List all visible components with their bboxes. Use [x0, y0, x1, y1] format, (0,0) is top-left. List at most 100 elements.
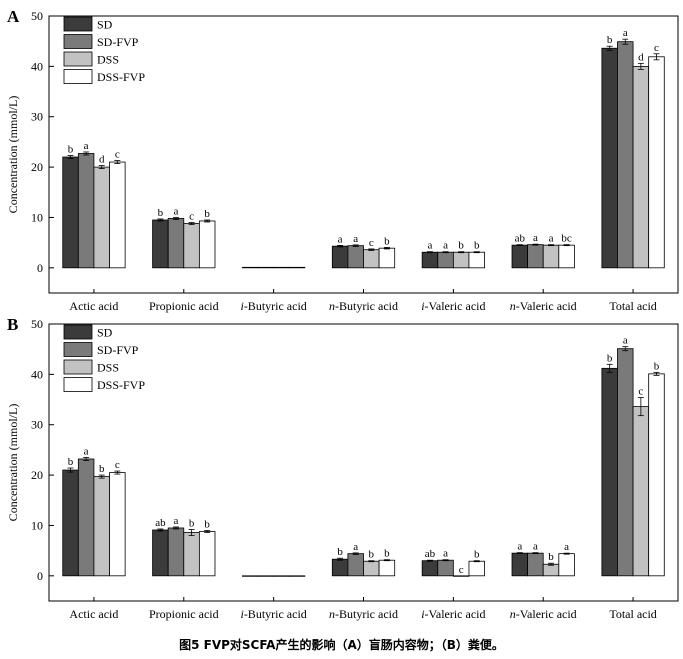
significance-label: b — [474, 240, 480, 252]
bar — [257, 266, 275, 269]
significance-label: b — [204, 518, 210, 530]
y-tick-label: 50 — [31, 317, 43, 331]
significance-label: a — [428, 240, 433, 252]
significance-label: b — [607, 352, 613, 364]
bar — [77, 458, 95, 577]
significance-label: d — [99, 154, 105, 166]
significance-label: b — [384, 235, 390, 247]
significance-label: c — [654, 42, 659, 54]
x-tick-label: n-Butyric acid — [329, 607, 398, 621]
significance-label: a — [84, 445, 89, 457]
significance-label: a — [338, 233, 343, 245]
bar — [273, 575, 290, 577]
legend-label: DSS-FVP — [97, 70, 145, 84]
significance-label: a — [517, 541, 522, 553]
x-tick-label: i-Butyric acid — [240, 607, 306, 621]
bar — [452, 251, 470, 269]
significance-label: b — [384, 548, 390, 560]
legend-swatch — [63, 377, 93, 392]
significance-label: a — [174, 515, 179, 527]
bar — [288, 266, 306, 269]
bar — [198, 220, 216, 269]
bar — [109, 161, 126, 269]
significance-label: c — [459, 564, 464, 576]
bar — [648, 56, 665, 269]
bar — [421, 251, 439, 269]
y-tick-label: 0 — [37, 569, 43, 583]
significance-label: a — [564, 541, 569, 553]
bar — [242, 266, 259, 269]
bar — [421, 560, 439, 577]
bar — [542, 244, 560, 269]
y-tick-label: 30 — [31, 418, 43, 432]
legend-swatch — [63, 51, 93, 67]
legend-swatch — [63, 342, 93, 357]
significance-label: b — [548, 551, 554, 563]
y-axis-label: Concentration (mmol/L) — [6, 96, 20, 214]
significance-label: ab — [425, 548, 436, 560]
bar — [601, 47, 618, 269]
bar — [617, 348, 634, 577]
bar — [183, 223, 200, 269]
legend-label: DSS — [97, 53, 119, 67]
y-tick-label: 40 — [31, 367, 43, 381]
bar — [152, 219, 169, 269]
bar — [468, 251, 485, 269]
x-tick-label: n-Valeric acid — [510, 607, 577, 621]
legend-label: SD — [97, 18, 113, 32]
significance-label: c — [115, 459, 120, 471]
bar — [437, 251, 454, 269]
bar — [93, 166, 110, 269]
legend-swatch — [63, 69, 93, 84]
y-tick-label: 20 — [31, 160, 43, 174]
bar — [632, 406, 650, 577]
bar — [347, 245, 364, 269]
legend-swatch — [63, 16, 93, 32]
significance-label: a — [353, 233, 358, 245]
bar — [527, 552, 544, 577]
x-tick-label: i-Valeric acid — [421, 607, 485, 621]
significance-label: b — [654, 360, 660, 372]
bar — [378, 247, 396, 269]
significance-label: b — [607, 34, 613, 46]
bar — [288, 575, 306, 577]
legend-swatch — [63, 34, 93, 49]
significance-label: a — [533, 232, 538, 244]
y-tick-label: 30 — [31, 110, 43, 124]
bar — [242, 575, 259, 577]
significance-label: b — [369, 549, 375, 561]
legend-label: DSS-FVP — [97, 378, 145, 392]
significance-label: b — [458, 240, 464, 252]
bar — [363, 249, 380, 269]
x-tick-label: Actic acid — [69, 299, 118, 313]
bar — [452, 575, 470, 577]
bar — [77, 153, 95, 269]
significance-label: a — [533, 541, 538, 553]
significance-label: a — [443, 548, 448, 560]
bar — [198, 531, 216, 577]
bar — [167, 527, 185, 577]
significance-label: c — [115, 149, 120, 161]
significance-label: a — [174, 205, 179, 217]
panel-label: A — [7, 7, 20, 26]
bar — [331, 245, 349, 269]
legend-label: SD — [97, 326, 113, 340]
legend-swatch — [63, 324, 93, 340]
bar — [62, 156, 79, 269]
y-axis-label: Concentration (mmol/L) — [6, 404, 20, 522]
significance-label: d — [638, 51, 644, 63]
significance-label: a — [623, 27, 628, 39]
significance-label: b — [99, 463, 105, 475]
y-tick-label: 10 — [31, 518, 43, 532]
bar — [363, 560, 380, 577]
bar — [109, 472, 126, 577]
x-tick-label: n-Valeric acid — [510, 299, 577, 313]
significance-label: b — [474, 549, 480, 561]
bar — [558, 244, 575, 269]
bar — [511, 244, 529, 269]
bar — [437, 559, 454, 577]
y-tick-label: 10 — [31, 210, 43, 224]
